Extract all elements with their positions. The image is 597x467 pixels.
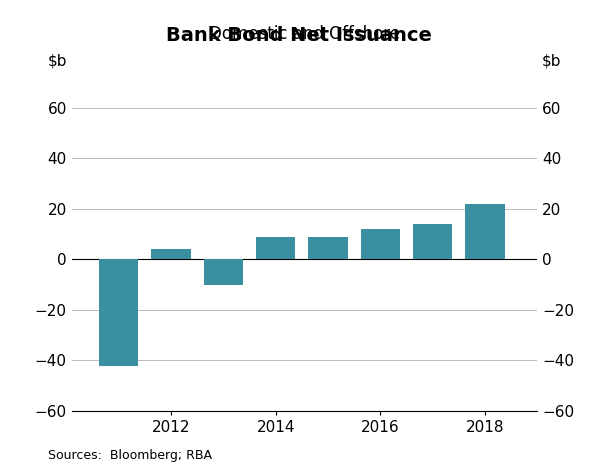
Bar <box>99 260 139 366</box>
Text: $b: $b <box>48 53 67 68</box>
Text: Bank Bond Net Issuance: Bank Bond Net Issuance <box>165 26 432 45</box>
Bar <box>361 229 400 260</box>
Bar <box>204 260 243 285</box>
Bar <box>465 204 504 260</box>
Bar <box>413 224 453 260</box>
Title: Domestic and Offshore: Domestic and Offshore <box>209 26 400 43</box>
Bar <box>256 237 296 260</box>
Text: $b: $b <box>542 53 561 68</box>
Text: Sources:  Bloomberg; RBA: Sources: Bloomberg; RBA <box>48 449 212 462</box>
Bar <box>152 249 190 260</box>
Bar <box>309 237 347 260</box>
